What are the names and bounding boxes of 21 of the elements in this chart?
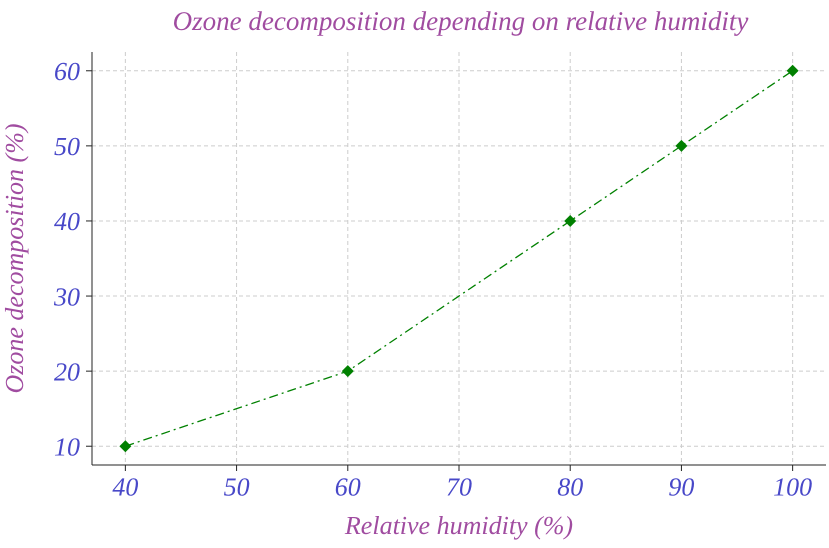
x-tick-label: 100 [773,472,812,502]
point [119,440,132,452]
x-tick-label: 90 [668,472,694,502]
y-tick-label: 40 [54,207,80,236]
x-tick-label: 70 [446,472,472,502]
chart-title: Ozone decomposition depending on relative humidity [172,6,750,37]
x-tick-label: 50 [224,472,250,502]
point [786,64,799,77]
y-tick-label: 50 [54,132,80,162]
y-tick-label: 20 [54,357,80,386]
y-tick-label: 30 [53,282,80,312]
x-tick-label: 60 [334,472,361,502]
point [564,214,576,227]
x-tick-label: 80 [557,472,584,502]
y-tick-label: 60 [54,57,80,86]
point [675,140,688,152]
x-axis-title: Relative humidity (%) [344,511,574,540]
x-tick-label: 40 [112,472,138,502]
y-axis-title: Ozone decomposition (%) [0,123,30,394]
y-tick-label: 10 [54,432,80,462]
point [342,365,354,378]
